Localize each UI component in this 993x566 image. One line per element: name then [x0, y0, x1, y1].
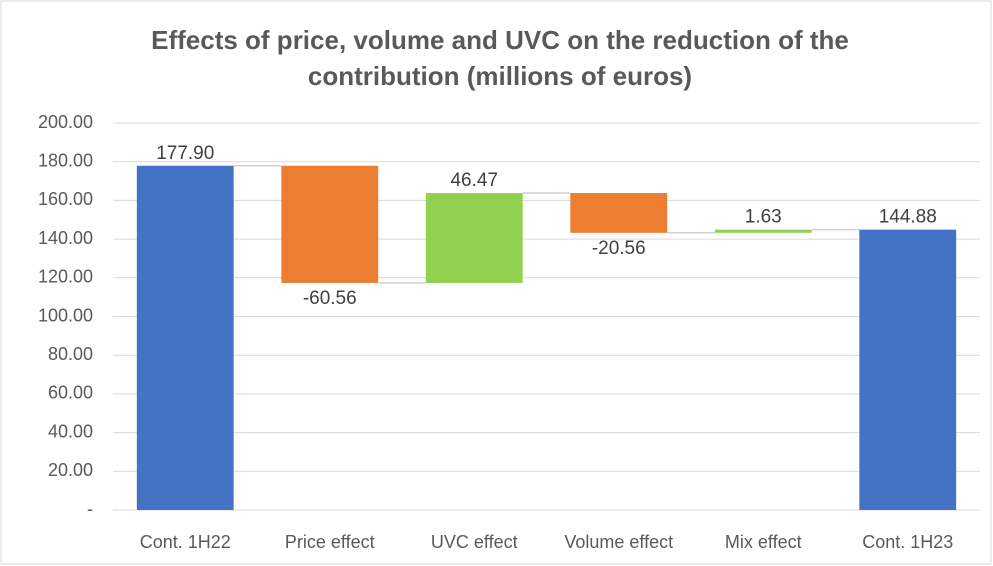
x-tick-label: Mix effect [725, 532, 802, 552]
bar [136, 165, 234, 511]
y-tick-label: 80.00 [48, 344, 93, 364]
data-label: -60.56 [303, 288, 357, 309]
y-tick-label: 200.00 [38, 112, 93, 132]
y-tick-label: 20.00 [48, 460, 93, 480]
data-label: -20.56 [592, 238, 646, 259]
y-tick-label: 100.00 [38, 305, 93, 325]
y-tick-label: 60.00 [48, 383, 93, 403]
data-label: 1.63 [745, 207, 782, 228]
bar [425, 193, 523, 283]
data-label: 46.47 [450, 170, 498, 191]
x-tick-label: Price effect [285, 532, 375, 552]
x-tick-label: UVC effect [431, 532, 518, 552]
chart-title: contribution (millions of euros) [308, 61, 692, 91]
data-label: 177.90 [156, 143, 214, 164]
bar [859, 229, 957, 510]
x-tick-label: Cont. 1H22 [140, 532, 231, 552]
x-tick-label: Volume effect [564, 532, 673, 552]
x-tick-label: Cont. 1H23 [862, 532, 953, 552]
y-tick-label: 160.00 [38, 189, 93, 209]
chart-title: Effects of price, volume and UVC on the … [151, 25, 849, 55]
bar [570, 193, 668, 233]
y-tick-label: 180.00 [38, 150, 93, 170]
y-tick-label: 120.00 [38, 267, 93, 287]
y-tick-label: 140.00 [38, 228, 93, 248]
bar [714, 229, 812, 233]
data-label: 144.88 [879, 207, 937, 228]
y-tick-label: - [87, 499, 93, 519]
y-tick-label: 40.00 [48, 421, 93, 441]
bar [281, 165, 379, 283]
